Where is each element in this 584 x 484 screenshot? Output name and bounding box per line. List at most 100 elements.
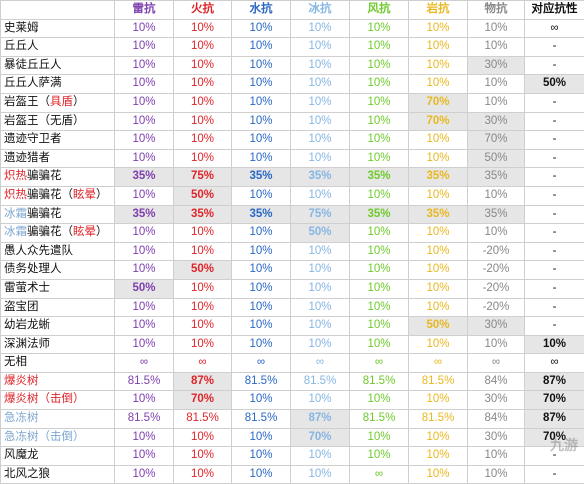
thunder-resistance-cell: 10% [115,428,174,447]
thunder-resistance-cell: ∞ [115,354,174,373]
enemy-name-part: 骗骗花（ [27,226,73,238]
enemy-name-part: 骗骗花 [27,208,62,220]
ice-resistance-cell: 10% [291,19,350,38]
phys-resistance-cell: 30% [468,391,525,410]
phys-resistance-cell: 30% [468,317,525,336]
counter-resistance-cell: - [525,298,584,317]
phys-resistance-cell: 35% [468,205,525,224]
rock-resistance-cell: 10% [409,242,468,261]
fire-resistance-cell: 10% [174,56,232,75]
fire-resistance-cell: 10% [174,93,232,112]
thunder-resistance-cell: 10% [115,131,174,150]
ice-resistance-cell: 10% [291,131,350,150]
thunder-resistance-cell: 81.5% [115,410,174,429]
enemy-name: 冰霜骗骗花（眩晕） [1,224,115,243]
water-resistance-cell: 10% [232,19,291,38]
phys-resistance-cell: -20% [468,242,525,261]
enemy-name-part: 岩盔王（无盾） [4,115,85,127]
enemy-name-part: 风魔龙 [4,449,39,461]
rock-resistance-cell: 50% [409,317,468,336]
wind-resistance-cell: 10% [350,261,409,280]
counter-resistance-cell: - [525,56,584,75]
enemy-name-part: 丘丘人萨满 [4,77,62,89]
enemy-name-part: 遗迹猎者 [4,152,50,164]
water-resistance-cell: 10% [232,112,291,131]
thunder-resistance-cell: 50% [115,279,174,298]
rock-resistance-cell: 70% [409,93,468,112]
fire-resistance-cell: 10% [174,38,232,57]
enemy-name-part: 急冻树 [4,412,39,424]
wind-resistance-cell: 10% [350,242,409,261]
counter-resistance-cell: - [525,131,584,150]
table-row: 岩盔王（无盾）10%10%10%10%10%70%30%- [1,112,584,131]
wind-resistance-cell: 10% [350,186,409,205]
rock-resistance-cell: 10% [409,75,468,94]
water-resistance-cell: 10% [232,279,291,298]
wind-resistance-cell: 10% [350,149,409,168]
fire-resistance-cell: 50% [174,261,232,280]
water-resistance-cell: 10% [232,335,291,354]
phys-resistance-cell: 70% [468,131,525,150]
fire-resistance-cell: 75% [174,168,232,187]
wind-resistance-cell: 35% [350,205,409,224]
rock-resistance-cell: 35% [409,168,468,187]
water-resistance-cell: 10% [232,149,291,168]
table-row: 冰霜骗骗花（眩晕）10%10%10%50%10%10%10%- [1,224,584,243]
ice-resistance-cell: 10% [291,93,350,112]
water-resistance-cell: 10% [232,317,291,336]
header-fire-resistance: 火抗 [174,1,232,20]
fire-resistance-cell: 81.5% [174,410,232,429]
water-resistance-cell: 10% [232,242,291,261]
enemy-name-part: 暴徒丘丘人 [4,59,62,71]
counter-resistance-cell: ∞ [525,19,584,38]
counter-resistance-cell: 87% [525,372,584,391]
rock-resistance-cell: 10% [409,149,468,168]
enemy-name: 幼岩龙蜥 [1,317,115,336]
wind-resistance-cell: 10% [350,56,409,75]
ice-resistance-cell: 10% [291,391,350,410]
enemy-name-part: 雷萤术士 [4,282,50,294]
wind-resistance-cell: 10% [350,279,409,298]
fire-resistance-cell: 10% [174,317,232,336]
counter-resistance-cell: - [525,93,584,112]
rock-resistance-cell: 10% [409,391,468,410]
counter-resistance-cell: - [525,205,584,224]
fire-resistance-cell: 87% [174,372,232,391]
table-row: 炽热骗骗花（眩晕）10%50%10%10%10%10%10%- [1,186,584,205]
wind-resistance-cell: ∞ [350,354,409,373]
phys-resistance-cell: 84% [468,372,525,391]
phys-resistance-cell: 84% [468,410,525,429]
enemy-name: 丘丘人萨满 [1,75,115,94]
enemy-name: 盗宝团 [1,298,115,317]
rock-resistance-cell: 10% [409,447,468,466]
water-resistance-cell: 81.5% [232,372,291,391]
enemy-name-part: 遗迹守卫者 [4,133,62,145]
enemy-name-part: 史莱姆 [4,22,39,34]
counter-resistance-cell: - [525,242,584,261]
fire-resistance-cell: 10% [174,335,232,354]
water-resistance-cell: 10% [232,93,291,112]
header-wind-resistance: 风抗 [350,1,409,20]
thunder-resistance-cell: 35% [115,168,174,187]
header-ice-resistance: 冰抗 [291,1,350,20]
enemy-name-part: 北风之狼 [4,468,50,480]
enemy-name: 急冻树 [1,410,115,429]
wind-resistance-cell: 10% [350,75,409,94]
water-resistance-cell: 10% [232,224,291,243]
enemy-name: 炽热骗骗花（眩晕） [1,186,115,205]
water-resistance-cell: 81.5% [232,410,291,429]
wind-resistance-cell: 10% [350,19,409,38]
fire-resistance-cell: 10% [174,131,232,150]
phys-resistance-cell: 10% [468,19,525,38]
ice-resistance-cell: 10% [291,56,350,75]
wind-resistance-cell: 81.5% [350,410,409,429]
header-counter-resistance: 对应抗性 [525,1,584,20]
ice-resistance-cell: 87% [291,410,350,429]
thunder-resistance-cell: 10% [115,447,174,466]
